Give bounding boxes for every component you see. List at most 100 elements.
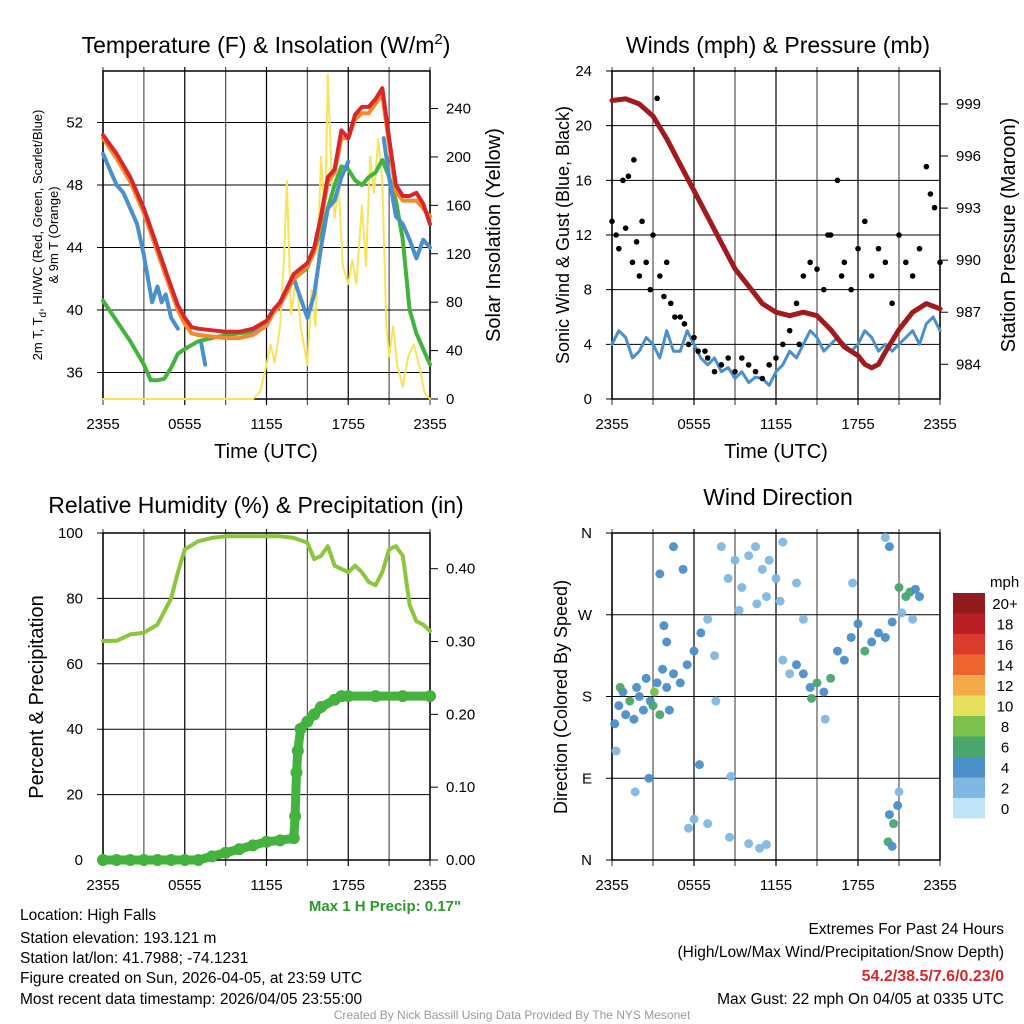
gust-point (704, 355, 711, 361)
gust-point (613, 232, 619, 238)
wind-direction-point (792, 660, 801, 670)
gust-point (752, 368, 759, 375)
wind-direction-point (897, 608, 907, 618)
wind-direction-point (689, 814, 699, 824)
wind-direction-point (894, 583, 904, 592)
wind-direction-point (751, 542, 760, 552)
wind-direction-point (703, 819, 713, 829)
wind-direction-point (711, 696, 721, 706)
gust-point (663, 259, 670, 266)
gust-point (882, 259, 889, 266)
gust-point (685, 341, 692, 348)
temperature-ylabel-left-2: & 9m T (Orange) (46, 186, 61, 283)
wind-direction-point (675, 678, 685, 688)
y-tick-label-right: 0 (446, 391, 454, 408)
gust-point (639, 218, 645, 225)
wind-direction-point (689, 646, 699, 656)
y-tick-label-right: 993 (956, 200, 981, 217)
precip-point (291, 744, 304, 757)
y-tick-label-right: 40 (446, 343, 463, 360)
wind-direction-point (634, 692, 644, 701)
precip-point (178, 854, 191, 866)
y-tick-label-left: 40 (66, 721, 83, 738)
x-tick-label: 2355 (923, 416, 956, 433)
y-tick-label-left: W (578, 607, 593, 624)
wind-direction-point (867, 637, 877, 647)
winds-xlabel: Time (UTC) (724, 441, 828, 463)
plot-frame (611, 532, 941, 861)
wind-direction-point (860, 646, 870, 656)
wind-direction-point (682, 660, 692, 670)
wind-direction-point (710, 651, 719, 661)
precip-point (233, 843, 246, 856)
y-tick-label-left: 40 (66, 302, 83, 319)
gust-point (725, 355, 731, 361)
wind-direction-point (785, 669, 795, 679)
wind-direction-point (915, 592, 924, 602)
wind-direction-point (703, 614, 713, 624)
wind-direction-point (887, 841, 897, 851)
wind-direction-title: Wind Direction (703, 484, 853, 510)
legend-label: 16 (997, 637, 1014, 654)
gust-point (841, 259, 848, 266)
series-wind-chill (199, 340, 208, 367)
y-tick-label-left: 48 (66, 177, 83, 194)
wind-direction-point (655, 710, 665, 720)
legend-swatch (953, 634, 985, 655)
legend-swatch (953, 593, 985, 614)
gust-point (937, 259, 943, 266)
extremes-subtitle: (High/Low/Max Wind/Precipitation/Snow De… (678, 944, 1005, 961)
precip-point (206, 850, 218, 863)
y-tick-label-left: 80 (66, 590, 83, 607)
gust-point (681, 321, 688, 327)
wind-direction-point (775, 596, 785, 606)
gust-point (855, 245, 861, 252)
precip-point (315, 701, 327, 714)
wind-direction-point (798, 614, 808, 624)
wind-direction-point (641, 673, 651, 683)
gust-point (931, 204, 938, 211)
precip-point (369, 690, 382, 703)
gust-point (643, 259, 649, 266)
legend-swatch (953, 798, 985, 819)
gust-point (862, 218, 868, 225)
gust-point (848, 286, 854, 293)
gust-point (875, 245, 882, 252)
station-info: Location: High Falls Station elevation: … (20, 907, 362, 1008)
legend-swatch (953, 613, 985, 634)
precip-point (260, 835, 273, 848)
precip-point (274, 834, 287, 847)
extremes: Extremes For Past 24 Hours (High/Low/Max… (678, 921, 1005, 1008)
y-tick-label-right: 80 (446, 294, 463, 311)
y-tick-label-left: 20 (575, 118, 592, 135)
wind-direction-point (778, 655, 788, 665)
gust-point (838, 273, 845, 279)
x-tick-label: 2355 (923, 877, 956, 894)
wind-direction-point (648, 701, 658, 711)
gust-point (691, 334, 697, 341)
wind-direction-point (880, 533, 890, 543)
y-tick-label-left: S (582, 689, 592, 706)
wind-direction-point (805, 682, 815, 692)
y-tick-label-right: 996 (956, 148, 981, 165)
wind-direction-point (716, 542, 726, 552)
wind-direction-point (664, 705, 674, 715)
created-text: Figure created on Sun, 2026-04-05, at 23… (20, 970, 362, 987)
winds-plot: 2355 0555 1155 1755 235504812162024984987990… (575, 63, 981, 433)
wind-direction-point (621, 710, 631, 720)
x-tick-label: 2355 (413, 416, 446, 433)
gust-point (800, 273, 807, 279)
wind-direction-point (812, 678, 822, 688)
gust-point (796, 341, 803, 348)
series-wind-chill (101, 151, 180, 331)
y-tick-label-left: 4 (584, 336, 592, 353)
wind-direction-point (778, 537, 788, 547)
recent-data-text: Most recent data timestamp: 2026/04/05 2… (20, 991, 362, 1008)
wind-direction-point (662, 637, 672, 647)
precip-point (287, 832, 300, 845)
y-tick-label-right: 160 (446, 197, 471, 214)
extremes-values: 54.2/38.5/7.6/0.23/0 (862, 968, 1004, 985)
series-relative-humidity (101, 534, 432, 643)
legend-label: 0 (1001, 801, 1009, 818)
